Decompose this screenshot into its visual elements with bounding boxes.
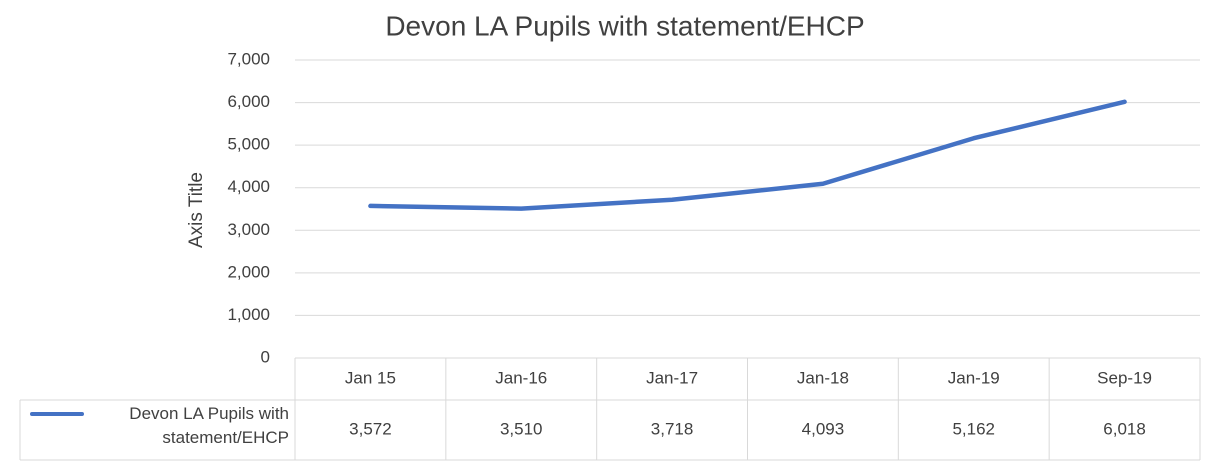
y-tick-label: 2,000 (227, 262, 270, 281)
series-line (368, 99, 1127, 211)
y-tick-label: 4,000 (227, 177, 270, 196)
legend-key (30, 412, 84, 416)
x-tick-label: Jan-19 (948, 368, 1000, 387)
y-tick-label: 7,000 (227, 49, 270, 68)
legend-entry: Devon LA Pupils with statement/EHCP (20, 400, 295, 460)
table-value: 3,510 (500, 419, 543, 438)
y-axis-title: Axis Title (186, 172, 207, 248)
table-value: 3,718 (651, 419, 694, 438)
y-tick-label: 6,000 (227, 92, 270, 111)
table-value: 3,572 (349, 419, 392, 438)
y-tick-label: 0 (261, 347, 270, 366)
table-value: 4,093 (802, 419, 845, 438)
chart-title: Devon LA Pupils with statement/EHCP (385, 10, 864, 41)
x-tick-label: Jan-17 (646, 368, 698, 387)
x-tick-label: Jan 15 (345, 368, 396, 387)
x-tick-label: Jan-18 (797, 368, 849, 387)
x-tick-label: Jan-16 (495, 368, 547, 387)
legend-label: Devon LA Pupils with statement/EHCP (129, 404, 289, 447)
table-value: 5,162 (952, 419, 995, 438)
y-tick-label: 1,000 (227, 305, 270, 324)
x-tick-label: Sep-19 (1097, 368, 1152, 387)
y-tick-label: 3,000 (227, 220, 270, 239)
y-tick-label: 5,000 (227, 135, 270, 154)
table-value: 6,018 (1103, 419, 1146, 438)
